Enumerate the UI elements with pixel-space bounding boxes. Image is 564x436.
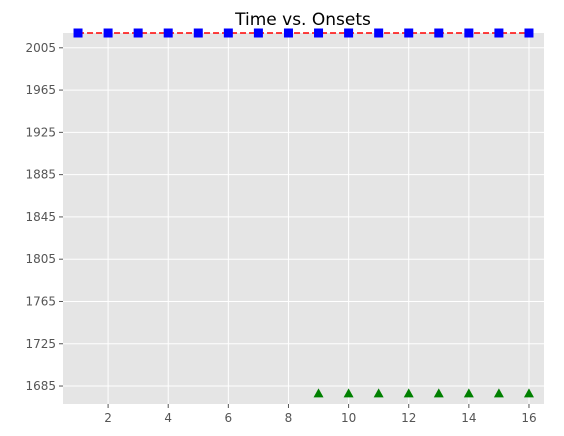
data-point-square xyxy=(283,28,293,38)
data-point-triangle xyxy=(373,388,384,398)
x-tick-label: 14 xyxy=(461,411,476,425)
y-tick-label: 1885 xyxy=(25,168,56,182)
y-tick-label: 1845 xyxy=(25,210,56,224)
x-tick-label: 6 xyxy=(225,411,233,425)
data-point-square xyxy=(193,28,203,38)
data-point-triangle xyxy=(463,388,474,398)
data-point-square xyxy=(524,28,534,38)
x-tick-label: 16 xyxy=(521,411,536,425)
x-tick-label: 8 xyxy=(285,411,293,425)
data-point-triangle xyxy=(313,388,324,398)
data-point-square xyxy=(314,28,324,38)
data-point-square xyxy=(464,28,474,38)
data-point-square xyxy=(374,28,384,38)
data-point-square xyxy=(494,28,504,38)
x-tick-label: 10 xyxy=(341,411,356,425)
chart-title: Time vs. Onsets xyxy=(234,10,371,30)
y-tick-label: 2005 xyxy=(25,41,56,55)
plot-area xyxy=(63,33,544,404)
x-tick-label: 12 xyxy=(401,411,416,425)
series-2 xyxy=(313,388,534,398)
y-tick-label: 1805 xyxy=(25,252,56,266)
x-tick-label: 2 xyxy=(104,411,112,425)
y-tick-label: 1765 xyxy=(25,294,56,308)
data-point-triangle xyxy=(343,388,354,398)
data-point-triangle xyxy=(403,388,414,398)
series-layer xyxy=(73,28,534,398)
axis-tick-labels: 2 4 6 8 10 12 14 16 1685 1725 1765 1805 1845 1885 1925… xyxy=(25,41,536,425)
data-point-square xyxy=(253,28,263,38)
y-tick-label: 1965 xyxy=(25,83,56,97)
y-tick-label: 1725 xyxy=(25,337,56,351)
data-point-square xyxy=(73,28,83,38)
data-point-triangle xyxy=(523,388,534,398)
data-point-square xyxy=(434,28,444,38)
grid-lines xyxy=(63,33,544,404)
data-point-square xyxy=(344,28,354,38)
data-point-square xyxy=(103,28,113,38)
data-point-square xyxy=(133,28,143,38)
y-tick-label: 1925 xyxy=(25,125,56,139)
data-point-square xyxy=(404,28,414,38)
series-1 xyxy=(73,28,534,38)
data-point-square xyxy=(223,28,233,38)
data-point-triangle xyxy=(493,388,504,398)
data-point-square xyxy=(163,28,173,38)
x-tick-label: 4 xyxy=(164,411,172,425)
y-tick-label: 1685 xyxy=(25,379,56,393)
data-point-triangle xyxy=(433,388,444,398)
